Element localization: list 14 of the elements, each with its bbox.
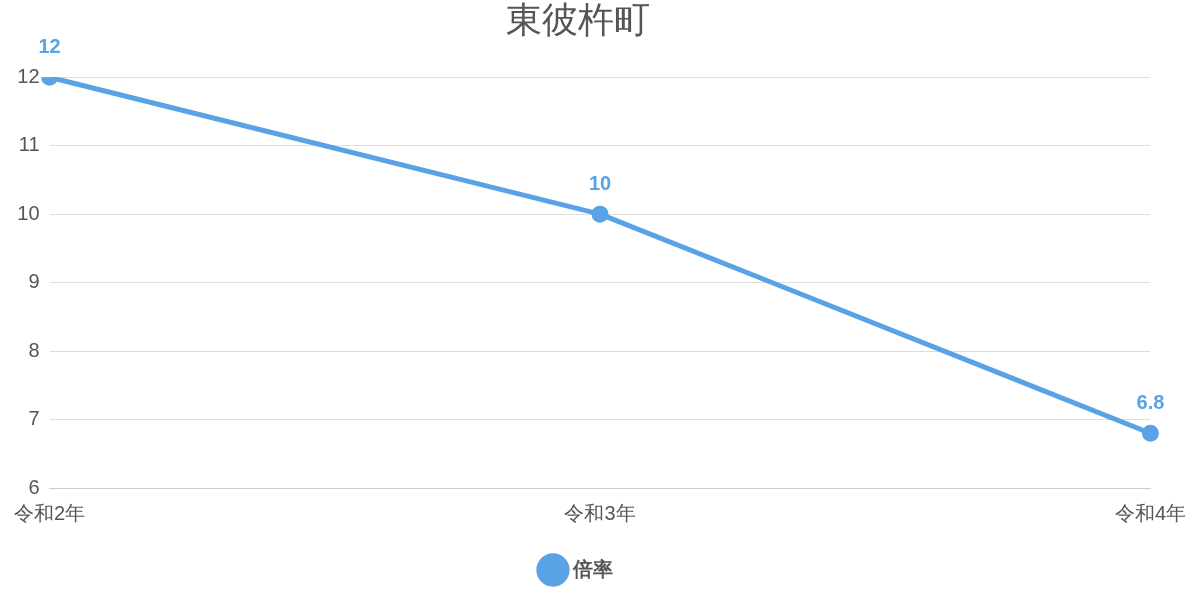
chart-title: 東彼杵町 [506, 0, 650, 40]
y-tick-label: 9 [28, 270, 40, 293]
x-tick-label: 令和4年 [1114, 501, 1186, 524]
y-tick-label: 8 [28, 338, 40, 361]
data-label: 6.8 [1136, 390, 1165, 413]
y-tick-label: 7 [28, 407, 40, 430]
y-tick-label: 10 [17, 201, 40, 224]
data-label: 10 [588, 171, 612, 194]
y-tick-label: 6 [28, 475, 40, 498]
x-tick-label: 令和2年 [14, 501, 86, 524]
y-tick-label: 12 [17, 64, 40, 87]
legend-label: 倍率 [572, 557, 613, 580]
x-tick-label: 令和3年 [564, 501, 636, 524]
y-tick-label: 11 [18, 133, 40, 156]
